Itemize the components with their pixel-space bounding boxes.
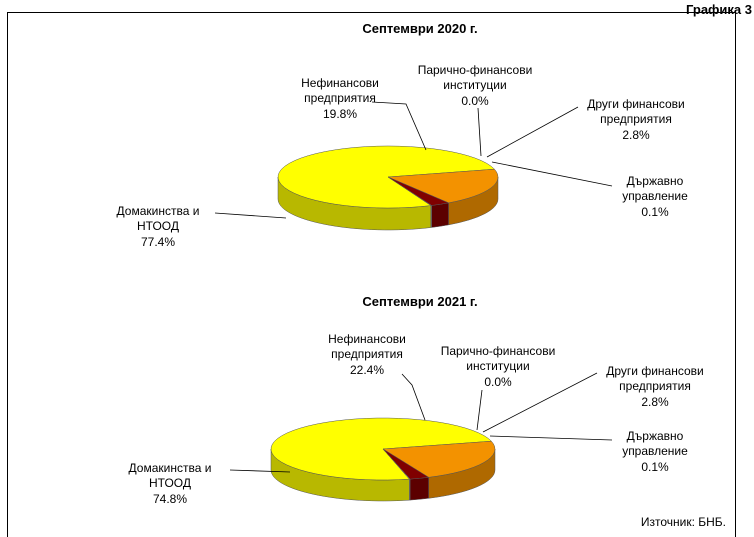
slice [387,168,499,204]
slice-label-line: Други финансови [606,364,703,378]
slice-side [409,477,429,501]
frame [7,12,736,537]
slice-label-line: Нефинансови [301,76,379,90]
leader-line [477,107,482,157]
slice-label-line: Домакинства и [129,461,212,475]
slice-label: Държавно управление [622,429,688,458]
slice-label-line: институции [443,78,506,92]
leader-line [229,469,291,473]
value-label: 22.4% [350,363,384,377]
slice-label-line: Парично-финансови [418,63,533,77]
pie [270,417,496,502]
value-label: 77.4% [141,235,175,249]
chart-title: Септември 2020 г. [362,21,477,36]
slice-label: Нефинансови предприятия [301,76,379,105]
value-label: 0.0% [461,94,489,108]
slice-label: Домакинства и НТООД [117,204,200,233]
slice [277,145,495,209]
slice [382,448,411,480]
leader-line [489,435,613,441]
slice-label-line: Парично-финансови [441,344,556,358]
slice [270,417,492,481]
slice-label-line: предприятия [600,112,672,126]
slice-label-line: Домакинства и [117,204,200,218]
value-label: 19.8% [323,107,357,121]
slice-label-line: Други финансови [587,97,684,111]
slice-label-line: НТООД [149,476,191,490]
slice-label-line: предприятия [619,379,691,393]
slice-label: Домакинства и НТООД [129,461,212,490]
value-label: 0.1% [641,460,669,474]
leader-line [401,373,426,421]
slice-label-line: Държавно [627,174,684,188]
leader-line [491,161,613,187]
value-label: 2.8% [641,395,669,409]
slice [387,176,433,206]
slice-label: Нефинансови предприятия [328,332,406,361]
slice-label: Парично-финансови институции [418,63,533,92]
slice-label: Държавно управление [622,174,688,203]
slice-label-line: Нефинансови [328,332,406,346]
header: Графика 3 [686,2,752,17]
slice-label-line: предприятия [304,91,376,105]
slice-label-line: Държавно [627,429,684,443]
leader-line [214,212,287,219]
value-label: 2.8% [622,128,650,142]
slice-label: Парично-финансови институции [441,344,556,373]
slice-label-line: НТООД [137,219,179,233]
pie [277,145,499,231]
slice-label: Други финансови предприятия [606,364,703,393]
leader-line [482,372,598,433]
leader-line [486,106,579,158]
value-label: 0.1% [641,205,669,219]
slice-side [430,205,432,228]
chart-title: Септември 2021 г. [362,294,477,309]
slice-label: Други финансови предприятия [587,97,684,126]
leader-line [476,389,483,431]
slice-side [431,202,449,228]
leader-line [371,101,427,151]
value-label: 0.0% [484,375,512,389]
slice-label-line: управление [622,444,688,458]
value-label: 74.8% [153,492,187,506]
slice-side [409,478,411,501]
slice-label-line: управление [622,189,688,203]
slice-label-line: институции [466,359,529,373]
slice-label-line: предприятия [331,347,403,361]
source: Източник: БНБ. [641,515,726,529]
slice [382,440,496,478]
